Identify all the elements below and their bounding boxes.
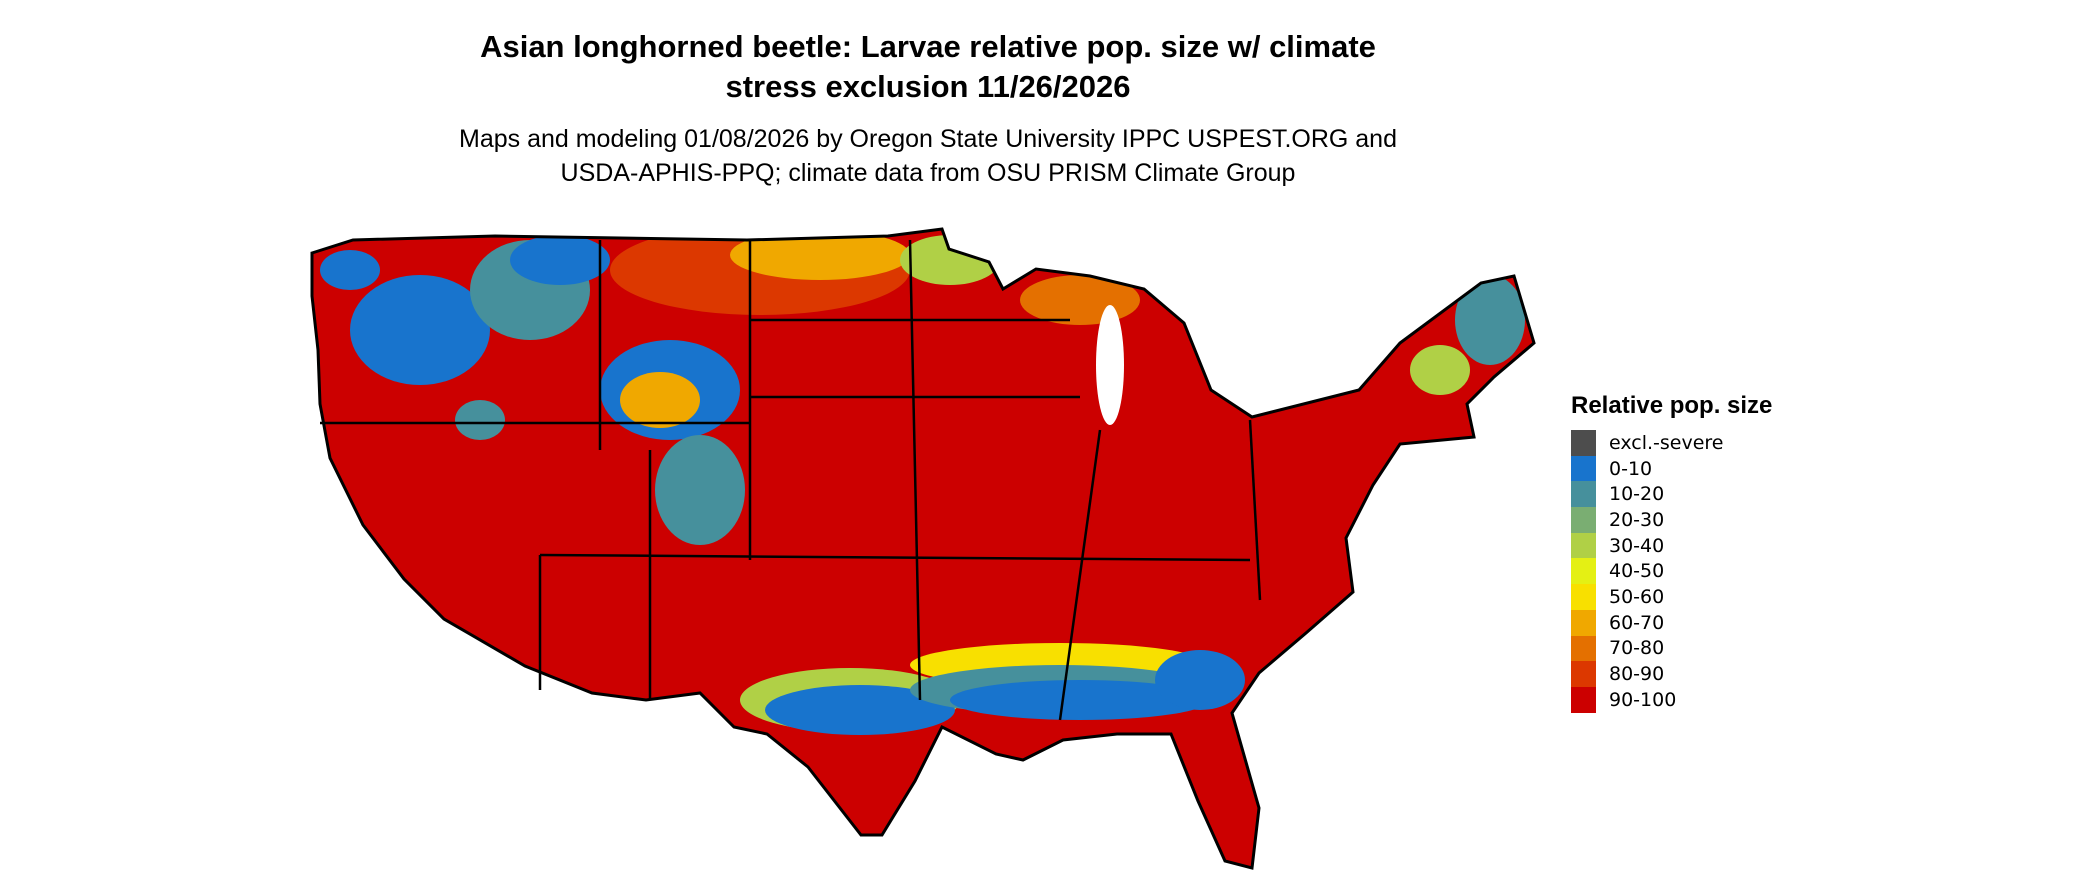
legend-item: 10-20 (1571, 481, 1772, 508)
legend-item: 80-90 (1571, 661, 1772, 687)
legend-item: 20-30 (1571, 507, 1772, 533)
map-title-line-1: Asian longhorned beetle: Larvae relative… (480, 29, 1376, 64)
legend-item: 0-10 (1571, 455, 1772, 482)
legend: Relative pop. size excl.-severe 0-10 10-20… (1571, 392, 1772, 713)
legend-label: 50-60 (1609, 585, 1665, 608)
map-title-line-2: stress exclusion 11/26/2026 (725, 69, 1131, 104)
legend-item: excl.-severe (1571, 430, 1772, 456)
map-subtitle-line-1: Maps and modeling 01/08/2026 by Oregon S… (459, 125, 1397, 153)
legend-item: 70-80 (1571, 635, 1772, 662)
legend-label: 20-30 (1609, 508, 1665, 531)
legend-swatch (1571, 481, 1596, 508)
legend-item: 40-50 (1571, 558, 1772, 585)
legend-swatch (1571, 584, 1596, 610)
map-subtitle-line-2: USDA-APHIS-PPQ; climate data from OSU PR… (560, 159, 1296, 187)
legend-swatch (1571, 558, 1596, 585)
legend-item: 90-100 (1571, 686, 1772, 713)
legend-label: 40-50 (1609, 560, 1665, 583)
legend-label: 80-90 (1609, 663, 1665, 686)
legend-swatch (1571, 455, 1596, 482)
legend-swatch (1571, 430, 1596, 456)
legend-swatch (1571, 532, 1596, 559)
legend-item: 30-40 (1571, 532, 1772, 559)
legend-label: 60-70 (1609, 611, 1665, 634)
lake-huron (1210, 305, 1250, 365)
legend-label: 10-20 (1609, 483, 1665, 506)
legend-swatch (1571, 635, 1596, 662)
legend-swatch (1571, 507, 1596, 533)
legend-swatch (1571, 686, 1596, 713)
legend-item: 50-60 (1571, 584, 1772, 610)
legend-label: 0-10 (1609, 457, 1653, 480)
legend-label: 90-100 (1609, 688, 1677, 711)
legend-label: excl.-severe (1609, 431, 1724, 454)
legend-label: 30-40 (1609, 534, 1665, 557)
legend-swatch (1571, 661, 1596, 687)
legend-title: Relative pop. size (1571, 392, 1773, 419)
lake-michigan (1096, 305, 1124, 425)
state-borders (320, 239, 1262, 721)
legend-item: 60-70 (1571, 609, 1772, 636)
legend-label: 70-80 (1609, 637, 1665, 660)
legend-swatch (1571, 609, 1596, 636)
